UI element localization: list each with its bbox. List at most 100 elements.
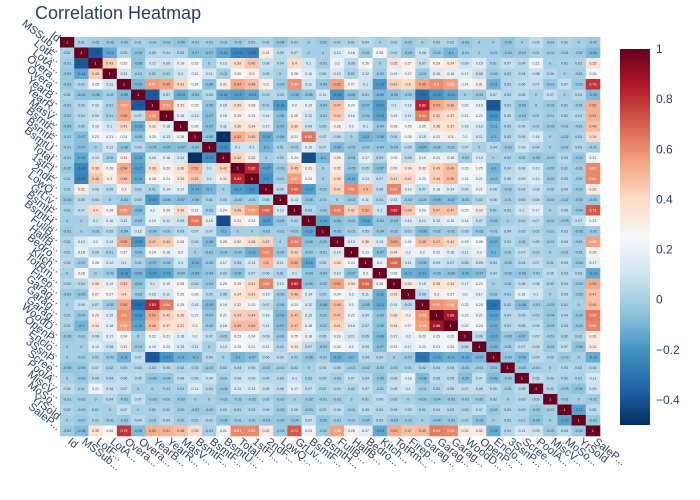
cell-value-label: -0.17 [376, 104, 384, 108]
cell-value-label: 0.21 [433, 345, 440, 349]
cell-value-label: 0.36 [433, 282, 440, 286]
cell-value-label: 0.06 [277, 356, 284, 360]
heatmap-cell [415, 415, 430, 426]
cell-value-label: -0.09 [134, 272, 142, 276]
cell-value-label: 0.01 [64, 240, 71, 244]
heatmap-cell [131, 247, 146, 258]
cell-value-label: 0.54 [149, 314, 156, 318]
heatmap-cell [173, 58, 189, 69]
cell-value-label: 0.79 [120, 429, 127, 433]
heatmap-cell [472, 226, 487, 237]
heatmap-cell [102, 47, 118, 59]
heatmap-cell [244, 383, 260, 395]
heatmap-cell [443, 278, 459, 290]
cell-value-label: 0.23 [476, 282, 483, 286]
cell-value-label: -0.25 [77, 177, 85, 181]
cell-value-label: 0.69 [291, 188, 298, 192]
heatmap-cell [159, 131, 174, 143]
cell-value-label: -0.15 [305, 230, 313, 234]
cell-value-label: 0 [222, 188, 224, 192]
cell-value-label: 0.01 [334, 41, 341, 45]
cell-value-label: 0 [549, 366, 551, 370]
cell-value-label: -0.04 [162, 377, 170, 381]
cell-value-label: 0.06 [248, 366, 255, 370]
heatmap-cell [216, 47, 231, 59]
cell-value-label: -0.06 [134, 282, 142, 286]
heatmap-cell [273, 373, 288, 384]
heatmap-cell [315, 278, 331, 290]
heatmap-cell [457, 373, 473, 384]
heatmap-cell [131, 89, 146, 101]
cell-value-label: 0 [379, 41, 381, 45]
heatmap-cell [415, 58, 430, 69]
heatmap-cell [330, 68, 345, 80]
heatmap-cell [585, 373, 601, 384]
cell-value-label: 1 [578, 419, 580, 423]
cell-value-label: 0.12 [319, 93, 326, 97]
heatmap-cell [131, 184, 146, 195]
heatmap-cell [173, 247, 189, 258]
cell-value-label: 0.03 [561, 272, 568, 276]
heatmap-cell [472, 173, 487, 185]
cell-value-label: -0.07 [461, 377, 469, 381]
cell-value-label: 0.26 [405, 135, 412, 139]
cell-value-label: 0.18 [447, 219, 454, 223]
heatmap-cell [173, 37, 189, 48]
heatmap-cell [528, 121, 544, 132]
heatmap-cell [74, 320, 89, 332]
heatmap-cell [330, 257, 345, 269]
cell-value-label: -0.04 [77, 314, 85, 318]
cell-value-label: 0.01 [92, 356, 99, 360]
cell-value-label: -0.01 [546, 51, 554, 55]
cell-value-label: 0.01 [561, 62, 568, 66]
heatmap-cell [457, 68, 473, 80]
cell-value-label: 0.23 [462, 314, 469, 318]
heatmap-cell [429, 310, 444, 321]
cell-value-label: -0.01 [504, 282, 512, 286]
cell-value-label: 0.04 [135, 419, 142, 423]
cell-value-label: 0.83 [390, 209, 397, 213]
heatmap-cell [116, 373, 132, 384]
heatmap-cell [571, 268, 587, 279]
heatmap-cell [315, 121, 331, 132]
cell-value-label: -0.13 [461, 356, 469, 360]
cell-value-label: -0.01 [518, 240, 526, 244]
heatmap-cell [88, 310, 103, 321]
cell-value-label: -0.06 [205, 83, 213, 87]
cell-value-label: 0.43 [433, 167, 440, 171]
cell-value-label: 0.01 [92, 408, 99, 412]
cell-value-label: 0.01 [419, 408, 426, 412]
heatmap-cell [258, 331, 274, 342]
cell-value-label: -0.05 [134, 219, 142, 223]
heatmap-cell [429, 163, 444, 174]
cell-value-label: 0.18 [177, 114, 184, 118]
heatmap-cell [401, 79, 416, 90]
cell-value-label: -0.04 [162, 261, 170, 265]
heatmap-cell [585, 152, 601, 164]
heatmap-cell [116, 341, 132, 353]
heatmap-cell [543, 226, 558, 237]
cell-value-label: 0.18 [405, 377, 412, 381]
heatmap-cell [159, 341, 174, 353]
heatmap-cell [60, 131, 75, 143]
heatmap-cell [528, 142, 544, 153]
cell-value-label: 0 [563, 93, 565, 97]
cell-value-label: -0.02 [319, 41, 327, 45]
heatmap-cell [301, 110, 317, 122]
cell-value-label: 0.13 [277, 282, 284, 286]
heatmap-cell [202, 373, 217, 384]
heatmap-cell [429, 89, 444, 101]
heatmap-cell [315, 89, 331, 101]
cell-value-label: 0.13 [390, 198, 397, 202]
heatmap-cell [472, 373, 487, 384]
cell-value-label: -0.38 [134, 104, 142, 108]
heatmap-cell [528, 215, 544, 227]
heatmap-cell [344, 289, 359, 300]
cell-value-label: -0.02 [560, 146, 568, 150]
cell-value-label: -0.01 [319, 251, 327, 255]
cell-value-label: 0.07 [263, 303, 270, 307]
cell-value-label: 0.03 [277, 156, 284, 160]
heatmap-cell [258, 79, 274, 90]
x-axis: Id MSSub...LotF...LotA...Overa...Overa...… [65, 436, 627, 474]
cell-value-label: 0.2 [477, 251, 482, 255]
